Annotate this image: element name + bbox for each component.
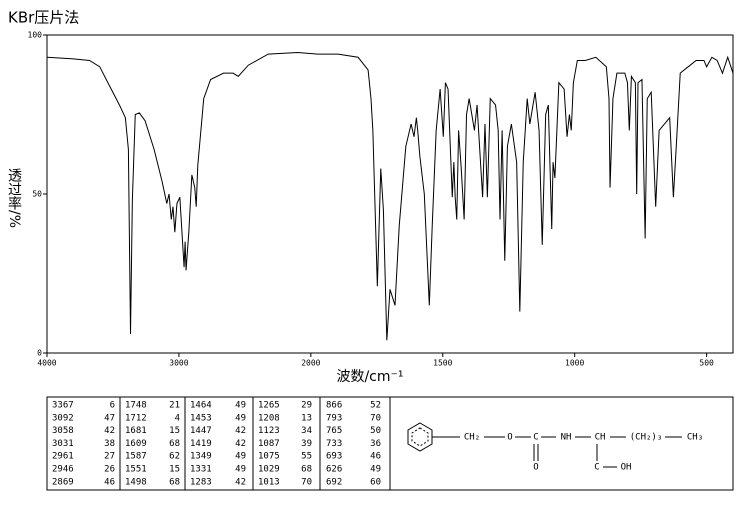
table-transmittance: 38 [104,439,115,449]
table-wavenumber: 733 [326,439,342,449]
structure-label: CH₃ [687,433,703,443]
table-transmittance: 29 [301,401,312,411]
table-transmittance: 55 [301,452,312,462]
x-tick-label: 3000 [169,359,188,368]
chart-title: KBr压片法 [8,9,79,27]
table-transmittance: 4 [175,413,180,423]
table-wavenumber: 1551 [125,465,147,475]
table-transmittance: 49 [235,452,246,462]
x-tick-label: 4000 [37,359,56,368]
spectrum-line [46,51,734,341]
table-wavenumber: 1748 [125,401,147,411]
x-tick-label: 1500 [433,359,452,368]
table-transmittance: 42 [235,439,246,449]
y-tick-label: 100 [28,31,43,40]
table-transmittance: 70 [370,413,381,423]
table-transmittance: 70 [301,477,312,487]
table-transmittance: 27 [104,452,115,462]
table-transmittance: 42 [235,477,246,487]
table-wavenumber: 1208 [258,413,280,423]
table-transmittance: 42 [104,426,115,436]
table-transmittance: 36 [370,439,381,449]
x-tick-label: 1000 [565,359,584,368]
table-wavenumber: 2961 [52,452,74,462]
table-transmittance: 68 [169,439,180,449]
structure [407,422,682,468]
table-transmittance: 49 [235,413,246,423]
table-wavenumber: 1447 [190,426,212,436]
table-transmittance: 68 [301,465,312,475]
table-wavenumber: 1075 [258,452,280,462]
table-wavenumber: 1419 [190,439,212,449]
x-tick-label: 2000 [301,359,320,368]
table-wavenumber: 866 [326,401,342,411]
table-transmittance: 39 [301,439,312,449]
table-wavenumber: 1087 [258,439,280,449]
structure-label: C [533,433,538,443]
table-wavenumber: 1283 [190,477,212,487]
x-tick-label: 500 [699,359,714,368]
table-wavenumber: 2869 [52,477,74,487]
table-transmittance: 47 [104,413,115,423]
y-axis-label: 透过率/% [6,168,22,228]
table-transmittance: 42 [235,426,246,436]
table-transmittance: 46 [370,452,381,462]
table-wavenumber: 1681 [125,426,147,436]
structure-label: CH₂ [464,433,480,443]
benzene-inner [411,427,429,447]
table-transmittance: 62 [169,452,180,462]
y-tick-label: 50 [32,190,42,199]
table-transmittance: 49 [370,465,381,475]
table-transmittance: 15 [169,465,180,475]
table-transmittance: 34 [301,426,312,436]
structure-label: (CH₂)₃ [630,433,663,443]
table-transmittance: 21 [169,401,180,411]
table-wavenumber: 3031 [52,439,74,449]
table-wavenumber: 1123 [258,426,280,436]
table-wavenumber: 3367 [52,401,74,411]
structure-label: O [533,463,538,473]
table-wavenumber: 1013 [258,477,280,487]
table-transmittance: 49 [235,465,246,475]
table-wavenumber: 2946 [52,465,74,475]
structure-label: O [507,433,512,443]
y-tick-label: 0 [37,349,42,358]
table-transmittance: 13 [301,413,312,423]
table-transmittance: 15 [169,426,180,436]
table-wavenumber: 693 [326,452,342,462]
table-transmittance: 68 [169,477,180,487]
table-wavenumber: 692 [326,477,342,487]
table-wavenumber: 1464 [190,401,212,411]
table-wavenumber: 1587 [125,452,147,462]
table-transmittance: 60 [370,477,381,487]
structure-label: OH [621,463,632,473]
table-wavenumber: 793 [326,413,342,423]
table-transmittance: 46 [104,477,115,487]
benzene-ring [407,422,433,452]
x-axis-label: 波数/cm⁻¹ [336,369,403,385]
table-transmittance: 49 [235,401,246,411]
table-transmittance: 6 [110,401,115,411]
table-transmittance: 52 [370,401,381,411]
table-wavenumber: 1712 [125,413,147,423]
table-wavenumber: 3058 [52,426,74,436]
table-transmittance: 26 [104,465,115,475]
structure-label: CH [595,433,606,443]
table-wavenumber: 1453 [190,413,212,423]
table-wavenumber: 1609 [125,439,147,449]
table-wavenumber: 1029 [258,465,280,475]
table-wavenumber: 1498 [125,477,147,487]
table-wavenumber: 1265 [258,401,280,411]
table-transmittance: 50 [370,426,381,436]
structure-label: NH [561,433,572,443]
structure-label: C [594,463,599,473]
table-wavenumber: 1349 [190,452,212,462]
table-wavenumber: 1331 [190,465,212,475]
table-wavenumber: 765 [326,426,342,436]
table-wavenumber: 3092 [52,413,74,423]
table-wavenumber: 626 [326,465,342,475]
